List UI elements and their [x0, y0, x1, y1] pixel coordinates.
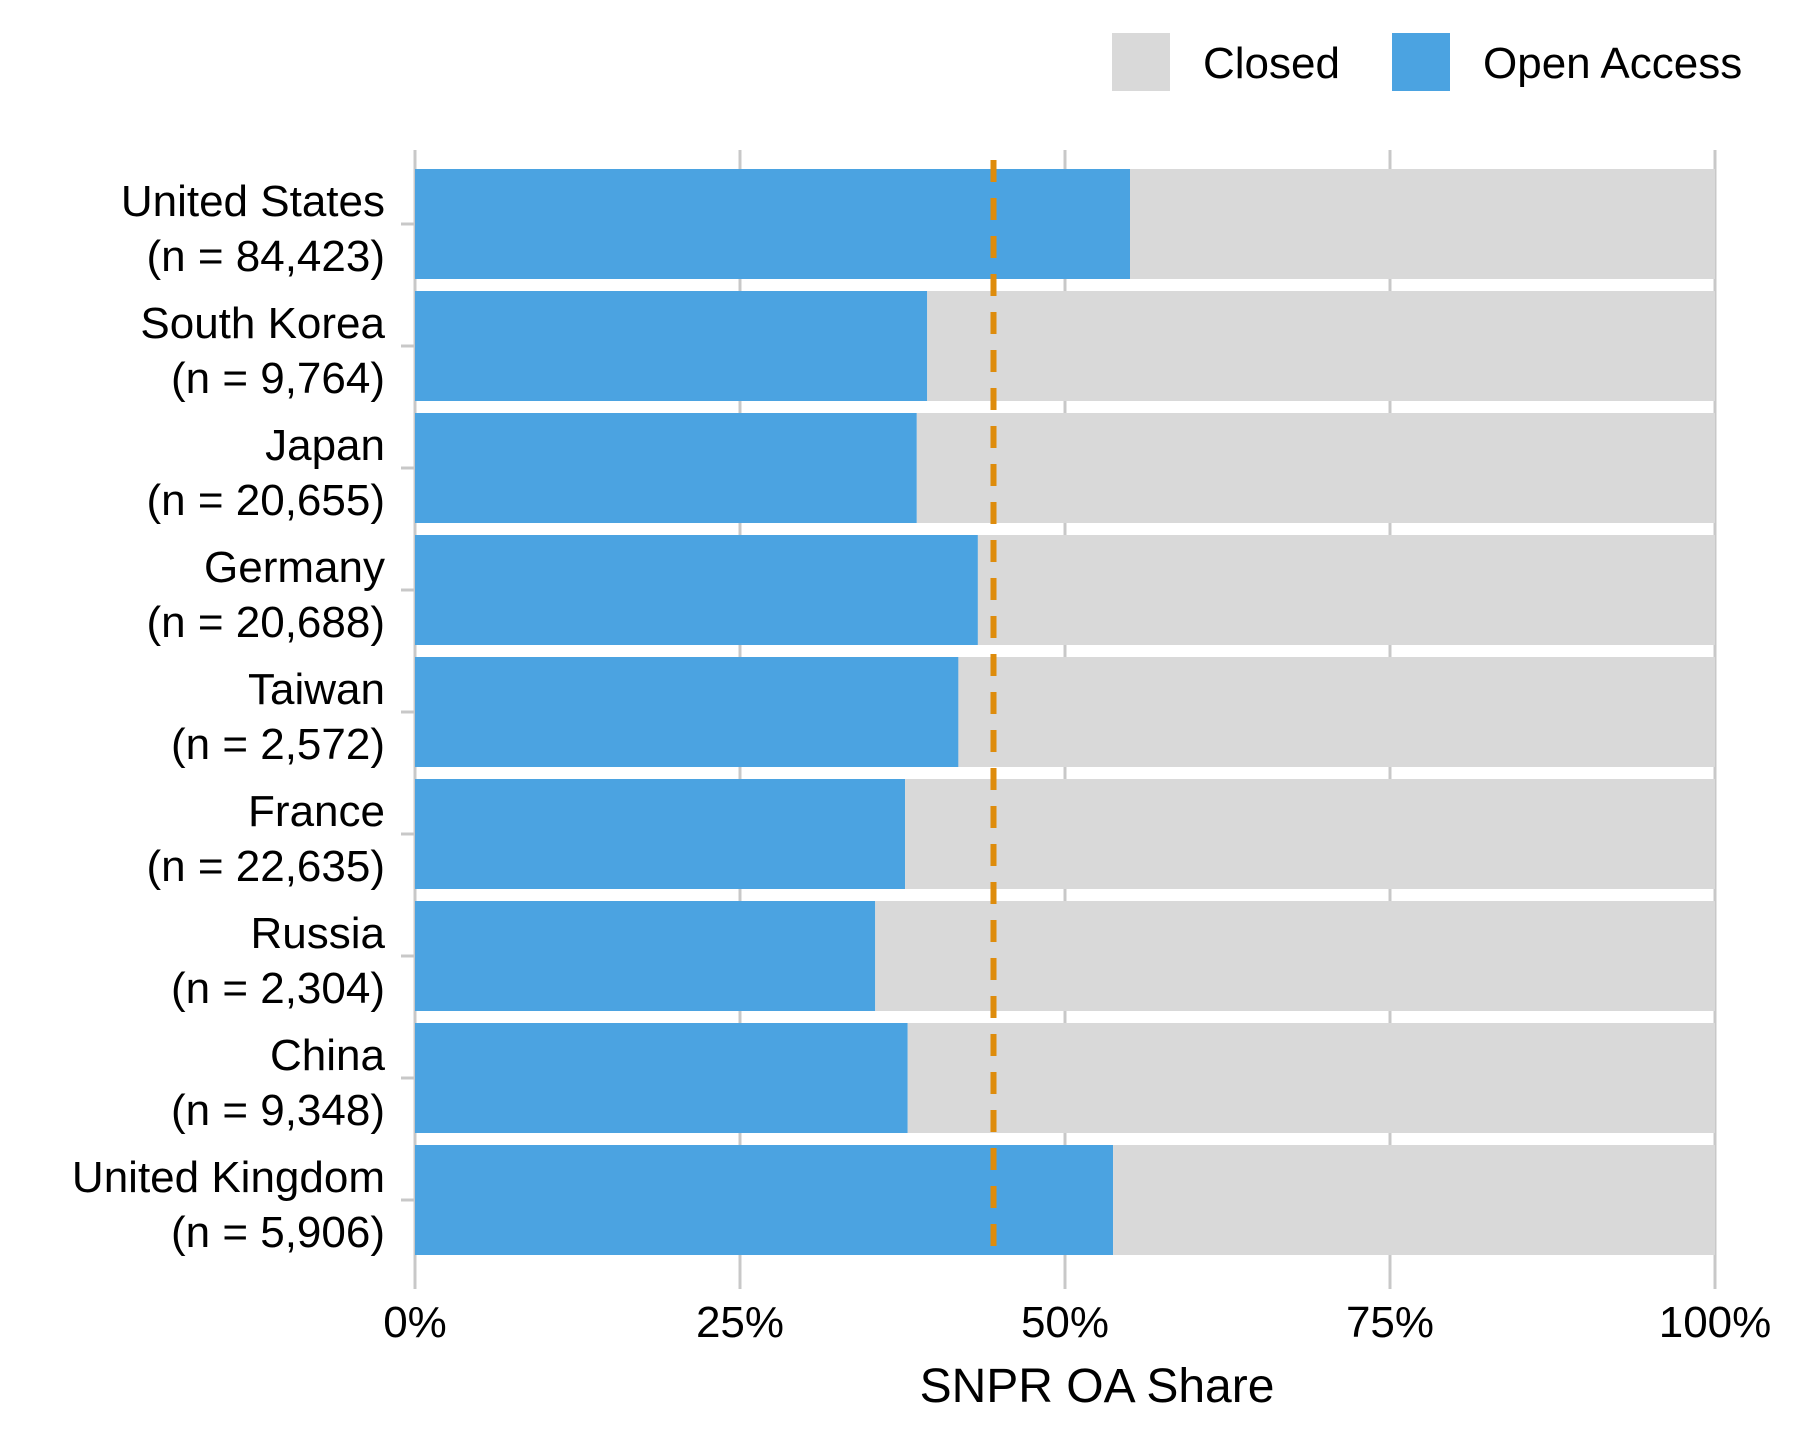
bar-open-access-china	[415, 1023, 908, 1133]
x-axis-title: SNPR OA Share	[920, 1360, 1275, 1413]
category-label-japan: Japan	[265, 421, 385, 470]
category-label-france: France	[248, 787, 385, 836]
bar-closed-south-korea	[927, 291, 1715, 401]
bar-group-united-kingdom	[415, 1145, 1715, 1255]
bar-group-south-korea	[415, 291, 1715, 401]
bar-closed-china	[908, 1023, 1715, 1133]
legend-label-open-access: Open Access	[1483, 39, 1742, 88]
category-count-united-kingdom: (n = 5,906)	[171, 1208, 385, 1257]
legend-item-open-access: Open Access	[1392, 33, 1742, 91]
bar-closed-germany	[978, 535, 1715, 645]
legend-label-closed: Closed	[1203, 39, 1340, 88]
bar-closed-japan	[917, 413, 1715, 523]
x-axis: 0% 25% 50% 75% 100%	[383, 1275, 1771, 1347]
category-count-taiwan: (n = 2,572)	[171, 720, 385, 769]
bar-open-access-united-kingdom	[415, 1145, 1113, 1255]
bar-closed-united-states	[1130, 169, 1715, 279]
category-count-japan: (n = 20,655)	[147, 476, 386, 525]
category-label-germany: Germany	[204, 543, 385, 592]
bar-open-access-germany	[415, 535, 978, 645]
bar-closed-taiwan	[958, 657, 1715, 767]
x-tick-label-100: 100%	[1659, 1298, 1772, 1347]
bar-group-japan	[415, 413, 1715, 523]
bar-open-access-taiwan	[415, 657, 958, 767]
bar-open-access-france	[415, 779, 905, 889]
legend-swatch-open-access	[1392, 33, 1450, 91]
category-label-china: China	[270, 1031, 385, 1080]
bar-open-access-russia	[415, 901, 875, 1011]
category-count-russia: (n = 2,304)	[171, 964, 385, 1013]
bar-closed-russia	[875, 901, 1715, 1011]
bar-group-germany	[415, 535, 1715, 645]
category-label-russia: Russia	[251, 909, 386, 958]
bar-group-united-states	[415, 169, 1715, 279]
bar-open-access-south-korea	[415, 291, 927, 401]
category-label-united-states: United States	[121, 177, 385, 226]
category-label-south-korea: South Korea	[140, 299, 385, 348]
x-tick-label-50: 50%	[1021, 1298, 1109, 1347]
legend-swatch-closed	[1112, 33, 1170, 91]
y-axis: United States (n = 84,423) South Korea (n =…	[72, 177, 415, 1257]
bar-group-france	[415, 779, 1715, 889]
category-count-germany: (n = 20,688)	[147, 598, 386, 647]
category-count-south-korea: (n = 9,764)	[171, 354, 385, 403]
bar-open-access-japan	[415, 413, 917, 523]
bar-closed-france	[905, 779, 1715, 889]
x-tick-label-0: 0%	[383, 1298, 447, 1347]
legend-item-closed: Closed	[1112, 33, 1340, 91]
category-label-taiwan: Taiwan	[248, 665, 385, 714]
bar-open-access-united-states	[415, 169, 1130, 279]
category-count-france: (n = 22,635)	[147, 842, 386, 891]
bar-group-china	[415, 1023, 1715, 1133]
x-tick-label-25: 25%	[696, 1298, 784, 1347]
category-label-united-kingdom: United Kingdom	[72, 1153, 385, 1202]
bar-group-taiwan	[415, 657, 1715, 767]
bar-closed-united-kingdom	[1113, 1145, 1715, 1255]
bar-group-russia	[415, 901, 1715, 1011]
category-count-united-states: (n = 84,423)	[147, 232, 386, 281]
bars-layer	[415, 169, 1715, 1255]
x-tick-label-75: 75%	[1346, 1298, 1434, 1347]
legend: Closed Open Access	[1112, 33, 1742, 91]
category-count-china: (n = 9,348)	[171, 1086, 385, 1135]
